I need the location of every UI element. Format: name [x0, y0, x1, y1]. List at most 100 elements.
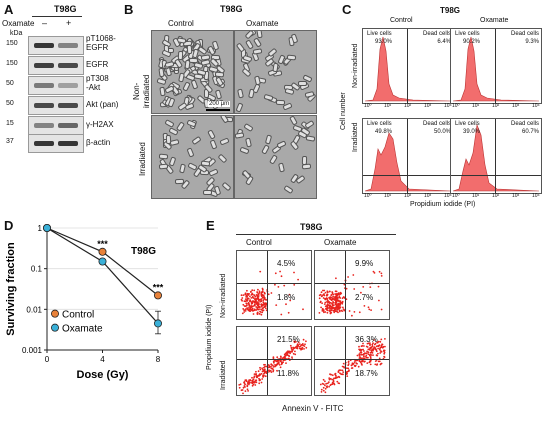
event-dot [258, 379, 261, 382]
event-dot [371, 343, 374, 346]
event-dot [339, 369, 342, 372]
panel-c-ylabel: Cell number [340, 92, 347, 130]
event-dot [329, 384, 332, 387]
cell-shape [276, 140, 287, 149]
gate-hline [451, 175, 541, 176]
event-dot [262, 368, 264, 371]
event-dot [260, 381, 263, 384]
event-dot [242, 294, 245, 296]
event-dot [247, 381, 249, 384]
event-dot [334, 308, 337, 311]
event-dot [362, 348, 364, 351]
lower-right-percent: 11.8% [277, 369, 300, 378]
cell-shape [177, 50, 183, 61]
panel-e-col-oxamate: Oxamate [324, 238, 357, 247]
quadrant-hline [237, 359, 311, 360]
event-dot [265, 307, 267, 310]
event-dot [331, 302, 333, 305]
event-dot [324, 291, 327, 294]
y-tick-label: 1 [38, 224, 43, 233]
scale-bar [206, 109, 230, 111]
event-dot [318, 312, 321, 314]
event-dot [296, 346, 299, 348]
event-dot [372, 354, 374, 356]
cell-shape [297, 80, 307, 86]
event-dot [289, 352, 291, 355]
event-dot [255, 376, 258, 379]
event-dot [358, 353, 361, 355]
blot-label: pT1068- EGFR [86, 34, 116, 52]
cell-shape [176, 121, 186, 132]
event-dot [327, 304, 329, 306]
flow-xtick: 10³ [512, 103, 520, 109]
dotplot-panel: 4.5% 1.8% [236, 250, 312, 320]
event-dot [268, 364, 270, 367]
event-dot [366, 350, 368, 353]
event-dot [375, 348, 378, 351]
event-dot [338, 309, 341, 312]
event-dot [248, 308, 251, 311]
event-dot [244, 379, 247, 382]
panel-c-cell-line: T98G [440, 6, 461, 15]
event-dot [251, 292, 253, 295]
panel-d-letter: D [4, 218, 14, 233]
event-dot [241, 312, 244, 315]
event-dot [258, 290, 261, 293]
blot-label: β-actin [86, 138, 111, 147]
event-dot [376, 364, 378, 366]
survival-chart: 0.001 0.01 0.1 1 0 4 8 Dose (Gy) Surviving fract… [5, 224, 164, 381]
event-dot [261, 304, 263, 307]
event-dot [334, 377, 337, 379]
event-dot [249, 379, 252, 381]
dead-cells-label: Dead cells [422, 31, 451, 37]
event-dot [362, 342, 364, 345]
event-dot [337, 297, 339, 299]
event-dot [334, 374, 337, 377]
x-tick-label: 0 [45, 355, 50, 364]
event-dot [257, 370, 260, 373]
event-dot [295, 340, 297, 343]
x-axis-label: Dose (Gy) [77, 369, 129, 381]
event-dot [330, 294, 333, 296]
event-dot [303, 348, 305, 350]
event-dot [238, 386, 241, 389]
event-dot [246, 308, 249, 310]
event-dot [277, 359, 280, 362]
blot-band [34, 63, 54, 68]
event-dot [322, 389, 325, 392]
event-dot [290, 347, 293, 350]
event-dot [357, 365, 360, 368]
event-dot [268, 369, 270, 372]
event-dot [338, 305, 340, 308]
event-dot [244, 310, 247, 312]
event-dot [363, 345, 365, 347]
event-dot [252, 309, 255, 312]
event-dot [318, 297, 321, 300]
event-dot [243, 385, 246, 387]
event-dot [259, 301, 261, 303]
event-dot [251, 382, 254, 385]
event-dot [334, 302, 337, 304]
event-dot [272, 357, 275, 360]
event-dot [261, 370, 264, 373]
event-dot [254, 373, 257, 375]
event-dot [262, 294, 264, 297]
cell-shape [178, 72, 186, 83]
event-dot [253, 375, 256, 378]
event-dot [298, 343, 301, 345]
event-dot [258, 303, 260, 305]
flow-xtick: 10⁰ [364, 103, 372, 109]
event-dot [341, 369, 344, 372]
event-dot [361, 353, 364, 356]
live-cells-label: Live cells [455, 121, 480, 127]
blot-kda-marker: 150 [6, 40, 18, 47]
event-dot [260, 294, 263, 297]
event-dot [260, 372, 263, 375]
event-dot [369, 363, 372, 366]
event-dot [270, 371, 273, 373]
event-dot [374, 347, 377, 350]
event-dot [350, 367, 353, 369]
panel-e-xlabel: Annexin V - FITC [282, 404, 344, 413]
cell-shape [208, 168, 219, 177]
event-dot [333, 311, 336, 314]
